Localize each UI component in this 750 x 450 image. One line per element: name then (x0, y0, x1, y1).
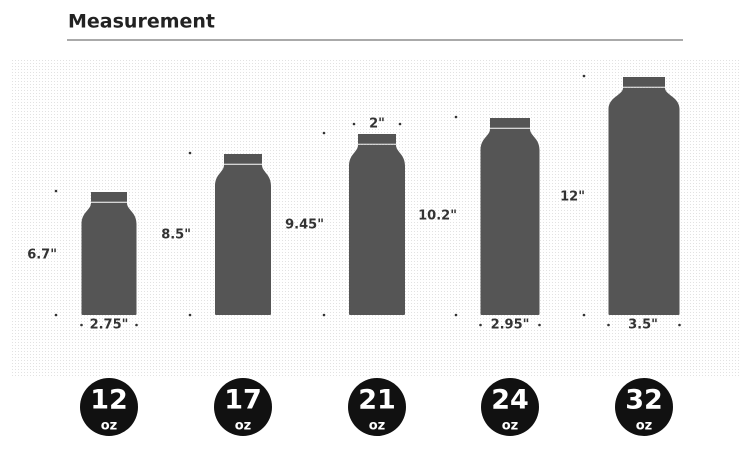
guide-dot (678, 323, 681, 327)
capacity-badge (615, 378, 673, 436)
capacity-badge (481, 378, 539, 436)
guide-dot (454, 115, 458, 119)
bottle-body (480, 129, 540, 315)
bottle-body (81, 203, 137, 315)
bottle-cap (490, 118, 530, 128)
capacity-badge (80, 378, 138, 436)
guide-dot (322, 131, 326, 135)
width-label: 3.5" (628, 318, 658, 333)
capacity-number: 21 (358, 385, 396, 416)
guide-dot (607, 323, 610, 327)
width-label: 2" (369, 117, 385, 132)
guide-dot (135, 323, 138, 327)
bottle-cap (224, 154, 262, 164)
bottle-cap (358, 134, 396, 144)
guide-dot (54, 313, 58, 317)
guide-dot (479, 323, 482, 327)
capacity-unit: oz (369, 419, 386, 434)
bottles: 6.7" 2.75" 12 oz 8.5" 17 oz 9.45" 2" 21 oz 10.2" 2.9… (27, 74, 681, 436)
bottle-body (608, 88, 680, 315)
guide-dot (188, 151, 192, 155)
height-label: 8.5" (161, 228, 191, 243)
capacity-number: 12 (90, 385, 128, 416)
height-label: 6.7" (27, 248, 57, 263)
guide-dot (80, 323, 83, 327)
guide-dot (352, 122, 356, 126)
bottle-cap (91, 192, 127, 202)
width-label: 2.75" (90, 318, 129, 333)
capacity-number: 17 (224, 385, 262, 416)
guide-dot (54, 189, 58, 193)
capacity-badge (348, 378, 406, 436)
height-label: 12" (560, 190, 585, 205)
width-label: 2.95" (491, 318, 530, 333)
capacity-unit: oz (101, 419, 118, 434)
bottle-body (215, 165, 271, 315)
title: Measurement (68, 11, 215, 33)
capacity-unit: oz (502, 419, 519, 434)
capacity-badge (214, 378, 272, 436)
bottle-cap (623, 77, 665, 87)
height-label: 9.45" (285, 218, 324, 233)
capacity-number: 32 (625, 385, 663, 416)
guide-dot (582, 74, 586, 78)
height-label: 10.2" (418, 209, 457, 224)
bottle-body (349, 145, 405, 315)
guide-dot (188, 313, 192, 317)
capacity-unit: oz (636, 419, 653, 434)
capacity-number: 24 (491, 385, 529, 416)
guide-dot (322, 313, 326, 317)
guide-dot (454, 313, 458, 317)
guide-dot (398, 122, 402, 126)
guide-dot (538, 323, 541, 327)
guide-dot (582, 313, 586, 317)
capacity-unit: oz (235, 419, 252, 434)
